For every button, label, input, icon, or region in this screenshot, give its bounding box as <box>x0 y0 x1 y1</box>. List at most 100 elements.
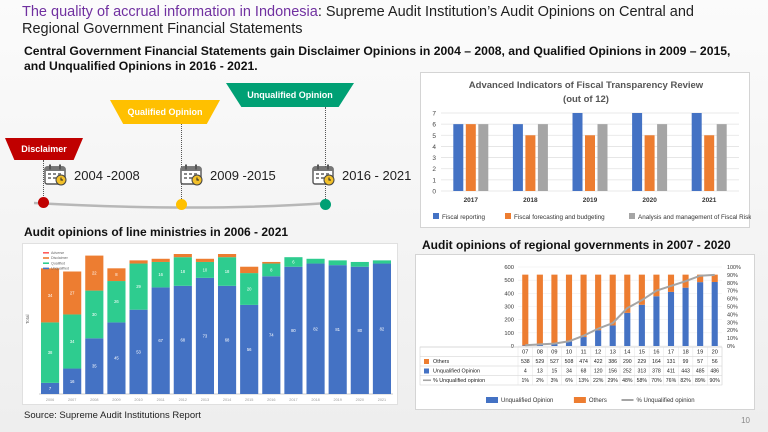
period-unqualified: 2016 - 2021 <box>312 164 411 186</box>
bar-qualified-2017 <box>284 257 303 267</box>
legend-swatch <box>43 267 49 270</box>
legend-label: Unqualified Opinion <box>501 398 553 404</box>
table-cell: 156 <box>608 369 617 375</box>
data-label: 10 <box>203 267 208 272</box>
y-tick-label: 2 <box>432 166 436 173</box>
table-cell: 89% <box>695 378 706 384</box>
y2-tick-label: 60% <box>727 297 738 303</box>
legend-label: Disclaimer <box>51 256 69 260</box>
data-label: 27 <box>70 290 75 295</box>
data-label: 35 <box>92 364 97 369</box>
bar-qualified-2021 <box>372 260 392 264</box>
y-tick-label: 5 <box>432 133 436 140</box>
table-cell: 2% <box>536 378 544 384</box>
chart-title: Advanced Indicators of Fiscal Transparen… <box>469 80 704 91</box>
period-disclaimer: 2004 -2008 <box>44 164 140 186</box>
bar-fiscal-reporting-2017 <box>453 124 464 191</box>
table-cell: 13 <box>537 369 543 375</box>
y2-tick-label: 40% <box>727 312 738 318</box>
x-tick-label: 16 <box>653 350 659 356</box>
data-label: 74 <box>269 333 274 338</box>
x-tick-label: 2017 <box>289 398 297 402</box>
data-label: 29 <box>136 284 141 289</box>
bar-disclaimer-2014 <box>217 254 237 258</box>
x-tick-label: 2016 <box>267 398 275 402</box>
bar-analysis-and-management-of-fiscal-risk-2020 <box>657 124 668 191</box>
legend-label: Qualified <box>51 261 65 265</box>
period-disclaimer-label: 2004 -2008 <box>74 167 140 183</box>
bar-others-16 <box>653 274 660 297</box>
bar-disclaimer-2013 <box>195 258 215 262</box>
bar-unqualified-2011 <box>151 287 170 394</box>
data-label: 7 <box>49 386 52 391</box>
bar-others-14 <box>624 274 631 313</box>
table-cell: 120 <box>594 369 603 375</box>
bar-others-09 <box>551 274 558 345</box>
bar-qualified-2020 <box>350 261 369 267</box>
table-cell: 22% <box>593 378 604 384</box>
legend-label: Fiscal forecasting and budgeting <box>514 214 605 221</box>
data-label: 6 <box>292 259 295 264</box>
title-accent: The quality of accrual information in In… <box>22 4 318 20</box>
legend-swatch <box>43 262 49 264</box>
x-tick-label: 2018 <box>311 398 319 402</box>
period-qualified-label: 2009 -2015 <box>210 167 276 183</box>
regional-panel: 0 100 200 300 400 500 600 0% 10% 20% 30% 40% 50% 60% 7… <box>415 254 755 410</box>
x-tick-label: 17 <box>668 350 674 356</box>
legend-label: Fiscal reporting <box>442 214 486 221</box>
bar-qualified-2007 <box>63 314 82 369</box>
data-label: 82 <box>380 326 385 331</box>
table-cell: 6% <box>565 378 573 384</box>
bar-fiscal-forecasting-and-budgeting-2017 <box>465 124 476 191</box>
x-tick-label: 2021 <box>378 398 386 402</box>
flag-unqualified-stem <box>325 107 326 199</box>
bar-qualified-2018 <box>306 258 325 264</box>
legend-label: % Unqualified opinion <box>637 398 695 404</box>
table-cell: 57 <box>697 359 703 365</box>
x-tick-label: 2007 <box>68 398 76 402</box>
x-tick-label: 2017 <box>464 197 479 204</box>
x-tick-label: 19 <box>697 350 703 356</box>
fiscal-transparency-chart: Advanced Indicators of Fiscal Transparen… <box>432 80 752 221</box>
table-cell: 1% <box>522 378 530 384</box>
table-cell: 13% <box>578 378 589 384</box>
bar-others-08 <box>536 274 543 345</box>
x-tick-label: 13 <box>610 350 616 356</box>
bar-fiscal-forecasting-and-budgeting-2021 <box>704 135 715 191</box>
bar-unqualified-18 <box>682 287 689 346</box>
x-tick-label: 07 <box>522 350 528 356</box>
x-tick-label: 10 <box>566 350 572 356</box>
x-tick-label: 18 <box>682 350 688 356</box>
legend-label: Analysis and management of Fiscal Risk <box>638 214 751 221</box>
calendar-icon <box>180 164 203 186</box>
flag-unqualified: Unqualified Opinion <box>226 83 354 107</box>
bar-disclaimer-2015 <box>240 266 259 274</box>
y2-tick-label: 0% <box>727 344 735 350</box>
bar-fiscal-reporting-2018 <box>512 124 523 191</box>
x-tick-label: 2012 <box>179 398 187 402</box>
flag-qualified-label: Qualified Opinion <box>127 107 203 117</box>
line-ministries-chart: Total73834200616342720073530222008452682… <box>25 251 393 402</box>
x-tick-label: 2018 <box>523 197 538 204</box>
line-ministries-panel: Total 7 38 34 2006 16 34 27 2007 35 30 22 2008 45 26 8 2… <box>22 243 398 405</box>
bar-qualified-2015 <box>240 273 259 305</box>
bar-others-11 <box>580 274 587 338</box>
timeline-dot-qualified <box>176 199 187 210</box>
bar-unqualified-16 <box>653 296 660 346</box>
bar-others-13 <box>609 274 616 326</box>
title-rest: : Supreme Audit Institution’s Audit Opin… <box>22 4 694 37</box>
legend-swatch <box>573 397 586 403</box>
bar-fiscal-reporting-2019 <box>572 113 583 191</box>
bar-unqualified-15 <box>638 304 645 346</box>
bar-unqualified-2019 <box>328 265 347 394</box>
bar-qualified-2008 <box>85 290 104 339</box>
table-cell: 386 <box>608 359 617 365</box>
bar-fiscal-forecasting-and-budgeting-2018 <box>525 135 536 191</box>
table-cell: 378 <box>652 369 661 375</box>
bar-others-15 <box>638 274 645 305</box>
x-tick-label: 11 <box>581 350 587 356</box>
calendar-icon <box>312 164 335 186</box>
x-tick-label: 2020 <box>642 197 657 204</box>
y-axis-label: Total <box>25 314 30 324</box>
